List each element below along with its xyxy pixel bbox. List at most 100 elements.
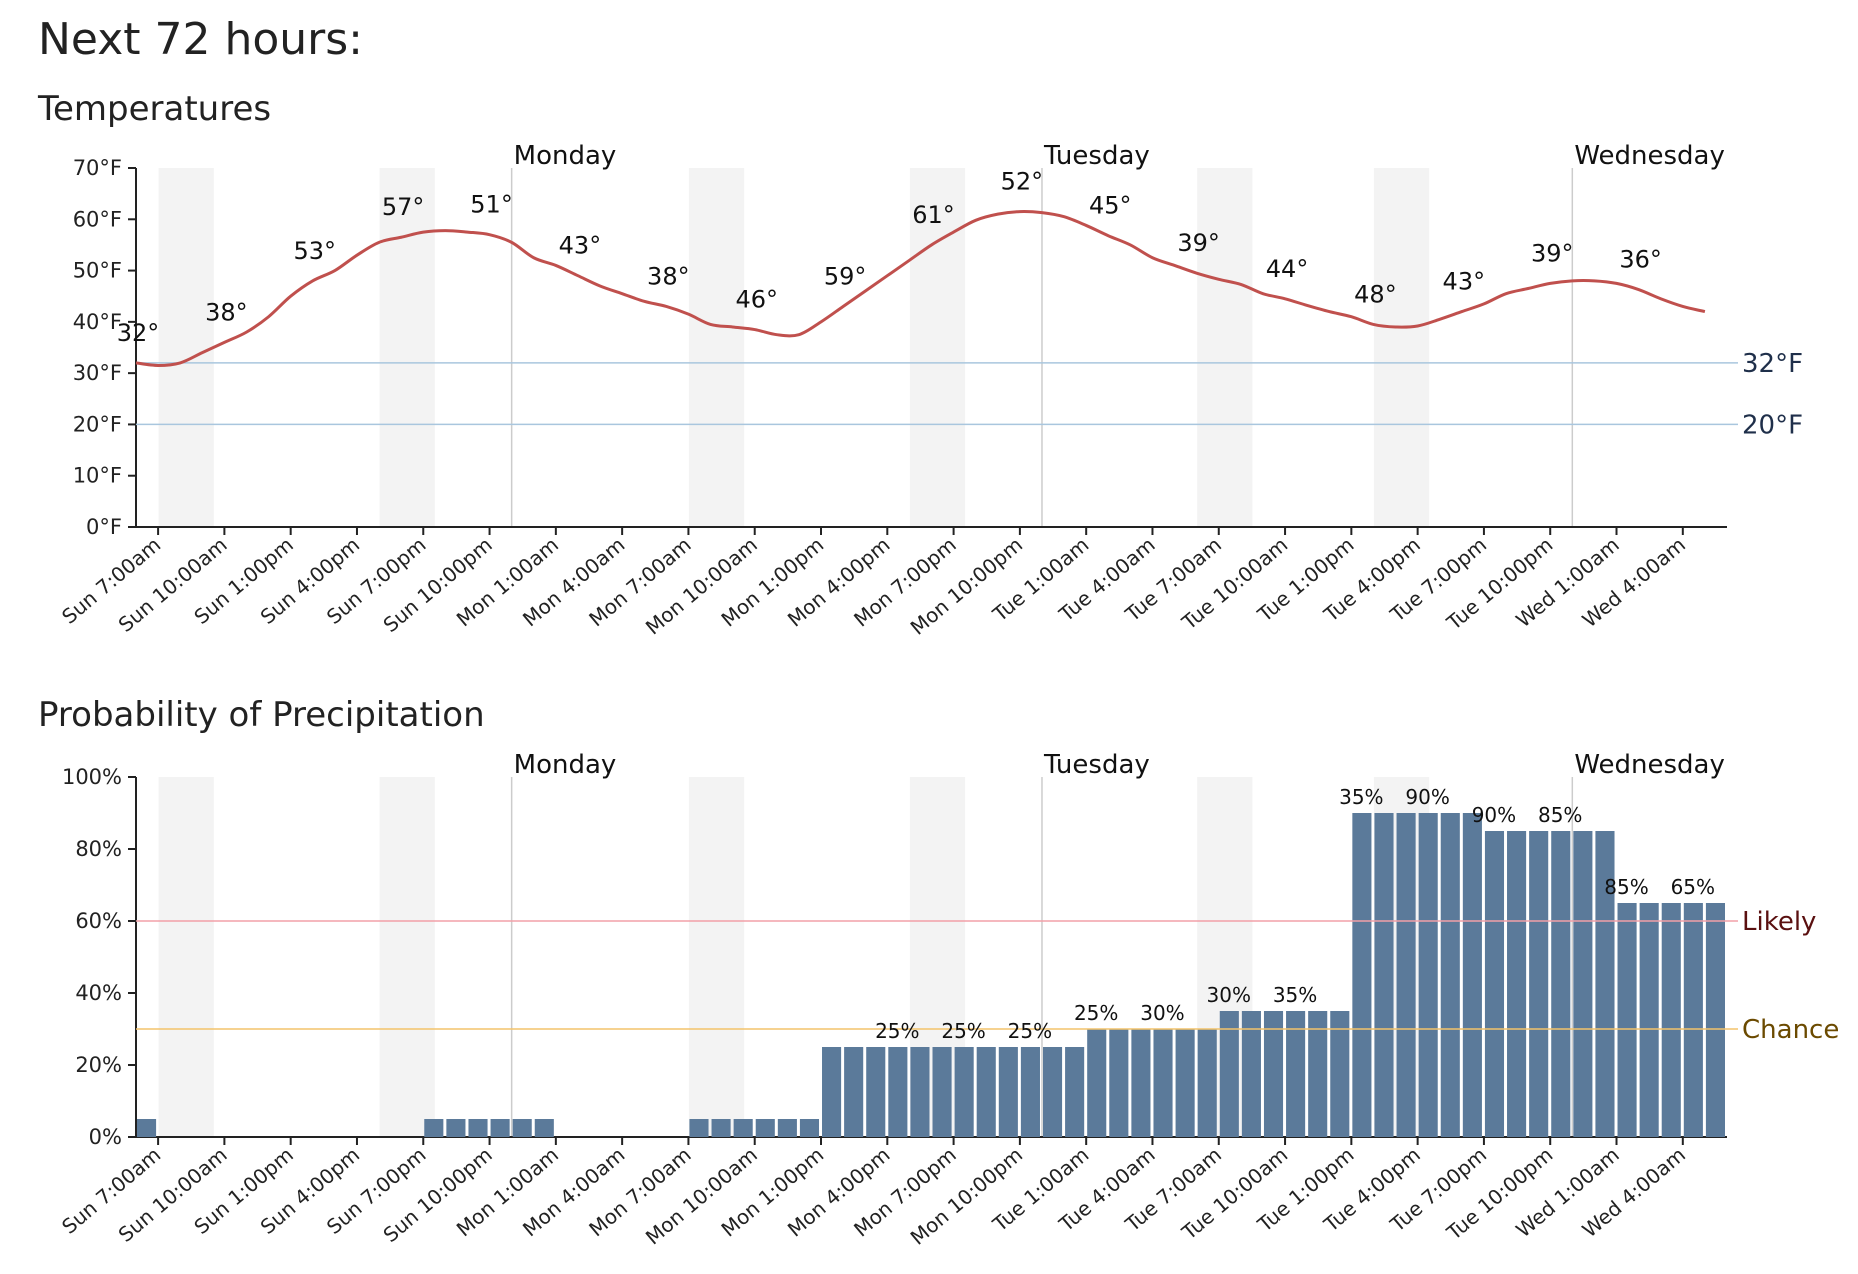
precipitation-bar bbox=[1440, 813, 1460, 1137]
temperature-value-label: 61° bbox=[912, 201, 955, 229]
precipitation-bar bbox=[1308, 1011, 1328, 1137]
precipitation-bar bbox=[1065, 1047, 1085, 1137]
precipitation-bar bbox=[954, 1047, 974, 1137]
temperature-value-label: 44° bbox=[1266, 255, 1309, 283]
temperature-value-label: 53° bbox=[294, 237, 337, 265]
precipitation-bar bbox=[1617, 903, 1637, 1137]
precipitation-bar bbox=[1087, 1029, 1107, 1137]
threshold-label: Likely bbox=[1742, 907, 1816, 937]
precipitation-bar bbox=[910, 1047, 930, 1137]
precipitation-bar bbox=[424, 1119, 444, 1137]
precipitation-bar bbox=[976, 1047, 996, 1137]
night-band bbox=[1197, 168, 1253, 527]
precipitation-value-label: 65% bbox=[1671, 875, 1715, 899]
precipitation-bar bbox=[1042, 1047, 1063, 1137]
precipitation-bar bbox=[1418, 813, 1438, 1137]
x-tick-label: Mon 10:00am bbox=[641, 1142, 762, 1249]
precipitation-chart-title: Probability of Precipitation bbox=[38, 695, 485, 735]
precipitation-bar bbox=[1551, 831, 1571, 1137]
precipitation-bar bbox=[1573, 831, 1593, 1137]
reference-line-label: 20°F bbox=[1742, 410, 1803, 440]
precipitation-bar bbox=[998, 1047, 1018, 1137]
precipitation-bar bbox=[1507, 831, 1527, 1137]
reference-line-label: 32°F bbox=[1742, 349, 1803, 379]
precipitation-bar bbox=[1286, 1011, 1306, 1137]
precipitation-bar bbox=[1705, 903, 1725, 1137]
x-tick-label: Mon 10:00am bbox=[641, 532, 762, 639]
y-tick-label: 0% bbox=[89, 1125, 122, 1149]
y-tick-label: 30°F bbox=[73, 361, 122, 385]
x-tick-label: Mon 10:00pm bbox=[906, 532, 1027, 639]
y-tick-label: 100% bbox=[62, 765, 122, 789]
precipitation-value-label: 85% bbox=[1604, 875, 1648, 899]
y-tick-label: 40% bbox=[75, 981, 122, 1005]
page-title: Next 72 hours: bbox=[38, 14, 363, 65]
night-band bbox=[379, 777, 435, 1137]
y-tick-label: 20% bbox=[75, 1053, 122, 1077]
precipitation-bar bbox=[1595, 831, 1615, 1137]
precipitation-bar bbox=[689, 1119, 709, 1137]
night-band bbox=[158, 777, 214, 1137]
precipitation-chart: Probability of Precipitation Monday Tuesd… bbox=[38, 695, 1839, 1250]
temperature-value-label: 45° bbox=[1089, 192, 1132, 220]
night-band bbox=[1373, 168, 1430, 527]
precipitation-bar bbox=[1639, 903, 1659, 1137]
precipitation-value-label: 30% bbox=[1140, 1001, 1184, 1025]
y-tick-label: 10°F bbox=[73, 464, 122, 488]
precipitation-bar bbox=[1241, 1011, 1261, 1137]
day-label: Monday bbox=[514, 750, 617, 780]
temperature-value-label: 38° bbox=[205, 298, 248, 326]
temperature-chart-title: Temperatures bbox=[37, 89, 271, 129]
precipitation-bar bbox=[822, 1047, 842, 1137]
precipitation-bar bbox=[512, 1119, 532, 1137]
precipitation-value-label: 85% bbox=[1538, 803, 1582, 827]
temperature-value-label: 52° bbox=[1001, 168, 1044, 196]
temperature-value-label: 39° bbox=[1177, 229, 1220, 257]
precipitation-bar bbox=[1352, 813, 1372, 1137]
precipitation-bar bbox=[1020, 1047, 1040, 1137]
temperature-value-label: 38° bbox=[647, 262, 690, 290]
day-label: Tuesday bbox=[1043, 750, 1150, 780]
temperature-value-label: 57° bbox=[382, 193, 425, 221]
y-tick-label: 40°F bbox=[73, 310, 122, 334]
precipitation-value-label: 90% bbox=[1405, 785, 1449, 809]
precipitation-value-label: 30% bbox=[1207, 983, 1251, 1007]
precipitation-bar bbox=[1462, 813, 1482, 1137]
temperature-value-label: 43° bbox=[1443, 268, 1486, 296]
precipitation-bar bbox=[888, 1047, 908, 1137]
temperature-value-label: 36° bbox=[1619, 246, 1662, 274]
threshold-label: Chance bbox=[1742, 1015, 1839, 1045]
precipitation-bar bbox=[1219, 1011, 1239, 1137]
day-label: Wednesday bbox=[1574, 141, 1725, 171]
precipitation-bar bbox=[468, 1119, 488, 1137]
precipitation-bar bbox=[137, 1119, 157, 1137]
temperature-line bbox=[135, 210, 1706, 367]
day-label: Tuesday bbox=[1043, 141, 1150, 171]
precipitation-value-label: 35% bbox=[1339, 785, 1383, 809]
precipitation-value-label: 25% bbox=[1008, 1019, 1052, 1043]
precipitation-bar bbox=[711, 1119, 731, 1137]
temperature-value-label: 32° bbox=[117, 319, 160, 347]
precipitation-value-label: 25% bbox=[875, 1019, 919, 1043]
precipitation-bar bbox=[1153, 1029, 1173, 1137]
precipitation-bar bbox=[799, 1119, 820, 1137]
precipitation-value-label: 25% bbox=[941, 1019, 985, 1043]
y-tick-label: 60% bbox=[75, 909, 122, 933]
precipitation-bar bbox=[534, 1119, 554, 1137]
x-tick-label: Mon 10:00pm bbox=[906, 1142, 1027, 1249]
temperature-value-label: 51° bbox=[470, 191, 513, 219]
precipitation-bar bbox=[1661, 903, 1681, 1137]
night-band bbox=[688, 777, 745, 1137]
day-label: Wednesday bbox=[1574, 750, 1725, 780]
precipitation-bar bbox=[446, 1119, 466, 1137]
night-band bbox=[379, 168, 435, 527]
temperature-chart: Temperatures Monday Tuesday Wednesday 0°F 10… bbox=[37, 89, 1803, 640]
precipitation-bar bbox=[1396, 813, 1416, 1137]
precipitation-bar bbox=[1197, 1029, 1217, 1137]
precipitation-bar bbox=[1263, 1011, 1284, 1137]
y-tick-label: 0°F bbox=[86, 515, 122, 539]
temperature-value-label: 43° bbox=[559, 232, 602, 260]
precipitation-bar bbox=[844, 1047, 864, 1137]
